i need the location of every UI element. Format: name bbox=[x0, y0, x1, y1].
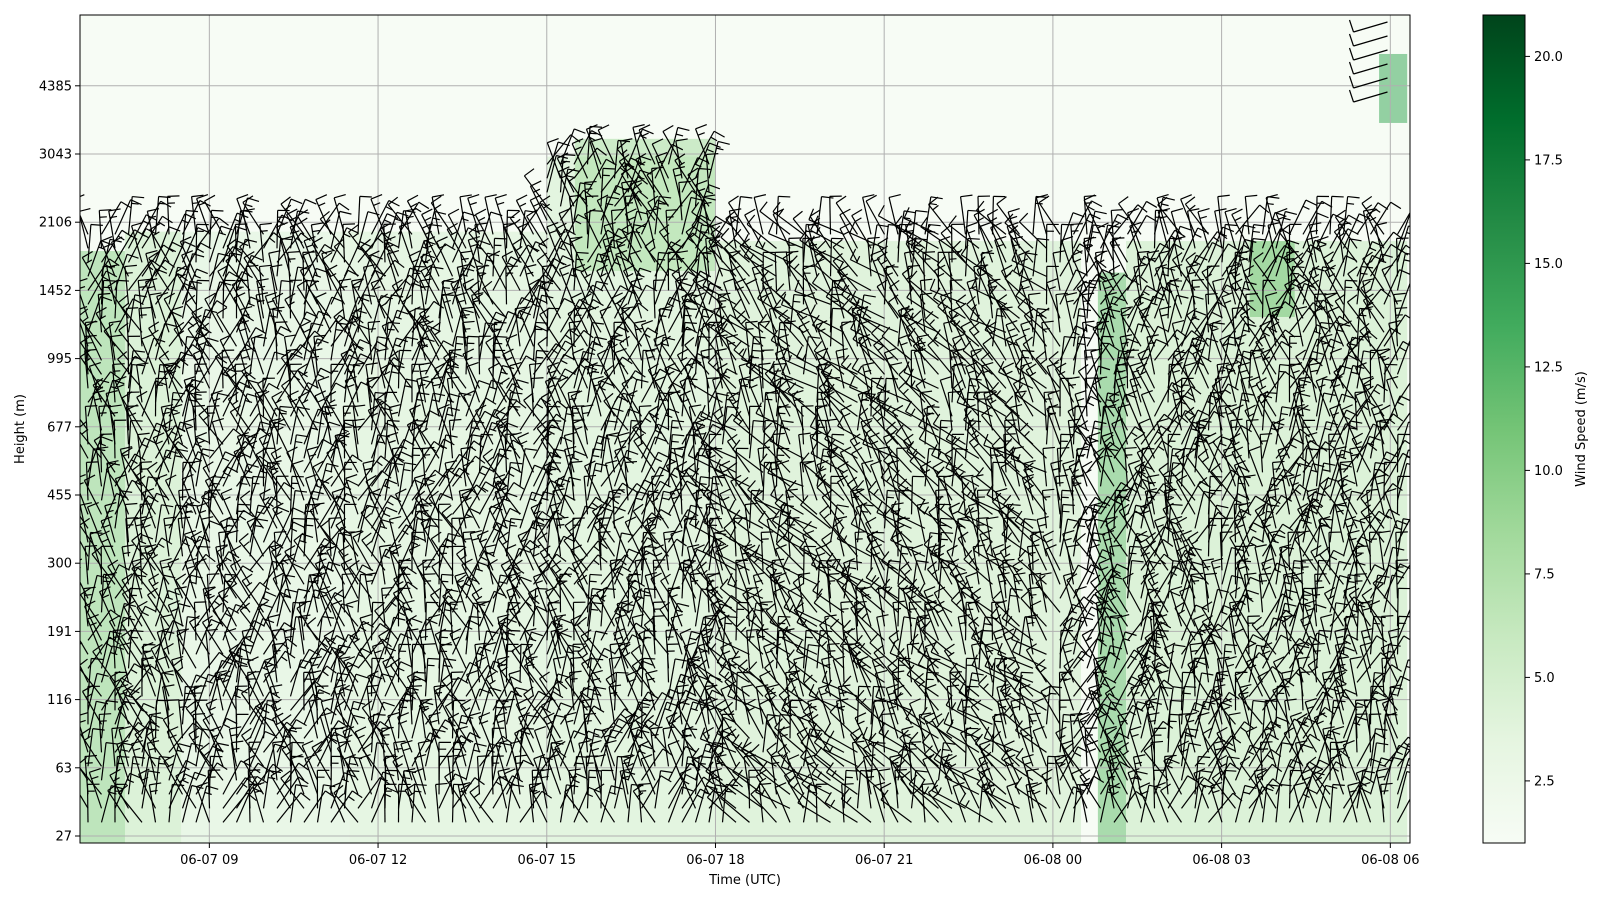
colorbar-tick-label: 10.0 bbox=[1534, 464, 1563, 479]
y-tick-label: 995 bbox=[47, 352, 72, 367]
y-tick-label: 1452 bbox=[39, 284, 72, 299]
colorbar bbox=[1483, 15, 1525, 843]
y-tick-label: 27 bbox=[55, 830, 72, 845]
colorbar-tick-label: 17.5 bbox=[1534, 153, 1563, 168]
x-tick-label: 06-07 12 bbox=[349, 853, 407, 868]
colorbar-ticks: 2.5 5.0 7.5 10.0 12.5 15.0 17.5 20.0 bbox=[1525, 50, 1563, 790]
x-tick-label: 06-07 09 bbox=[180, 853, 238, 868]
colorbar-tick-label: 12.5 bbox=[1534, 360, 1563, 375]
x-tick-label: 06-07 18 bbox=[686, 853, 744, 868]
y-tick-label: 455 bbox=[47, 489, 72, 504]
y-tick-label: 4385 bbox=[39, 79, 72, 94]
colorbar-tick-label: 15.0 bbox=[1534, 257, 1563, 272]
x-tick-label: 06-07 15 bbox=[518, 853, 576, 868]
heatmap-cell-night bbox=[1126, 241, 1407, 856]
x-axis-ticks: 06-07 09 06-07 12 06-07 15 06-07 18 06-07 21… bbox=[180, 843, 1419, 868]
y-tick-label: 677 bbox=[47, 420, 72, 435]
y-tick-label: 3043 bbox=[39, 148, 72, 163]
y-tick-label: 300 bbox=[47, 557, 72, 572]
heatmap-cell-top-right-jet bbox=[1379, 54, 1407, 123]
colorbar-tick-label: 20.0 bbox=[1534, 50, 1563, 65]
x-axis-label: Time (UTC) bbox=[708, 873, 781, 888]
colorbar-tick-label: 5.0 bbox=[1534, 671, 1555, 686]
colorbar-tick-label: 7.5 bbox=[1534, 567, 1555, 582]
y-axis-label: Height (m) bbox=[13, 394, 28, 464]
colorbar-tick-label: 2.5 bbox=[1534, 774, 1555, 789]
y-tick-label: 63 bbox=[55, 761, 72, 776]
x-tick-label: 06-08 03 bbox=[1192, 853, 1250, 868]
x-tick-label: 06-08 00 bbox=[1024, 853, 1082, 868]
y-tick-label: 2106 bbox=[39, 216, 72, 231]
y-tick-label: 116 bbox=[47, 693, 72, 708]
x-tick-label: 06-07 21 bbox=[855, 853, 913, 868]
y-axis-ticks: 27 63 116 191 300 455 677 995 1452 2106 3043 4385 bbox=[39, 79, 80, 844]
colorbar-label: Wind Speed (m/s) bbox=[1574, 371, 1589, 487]
x-tick-label: 06-08 06 bbox=[1361, 853, 1419, 868]
y-tick-label: 191 bbox=[47, 625, 72, 640]
heatmap-cell-afternoon-upper bbox=[575, 139, 716, 271]
